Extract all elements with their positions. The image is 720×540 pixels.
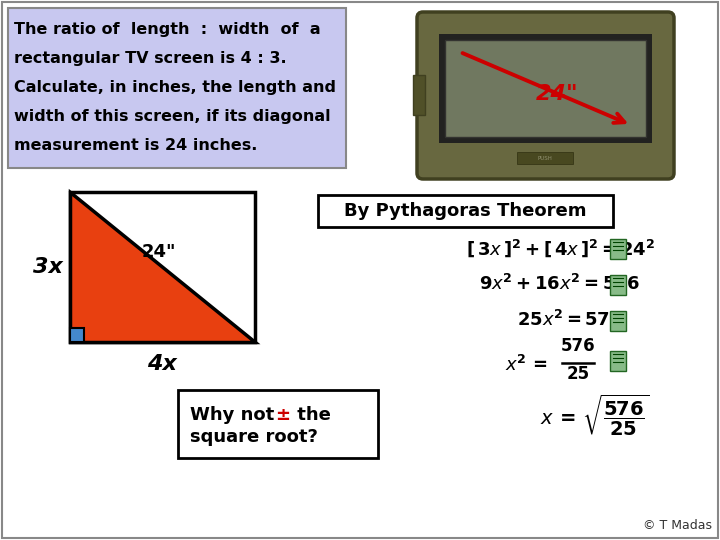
Text: © T Madas: © T Madas [643,519,712,532]
Text: 576: 576 [561,337,595,355]
Bar [445,40,646,137]
Bar [413,75,425,115]
Bar [70,192,255,342]
Text: ±: ± [275,406,290,424]
Text: 24": 24" [142,243,176,261]
Text: Why not: Why not [190,406,281,424]
Text: The ratio of  length  :  width  of  a: The ratio of length : width of a [14,22,320,37]
Bar [8,8,346,168]
Text: PUSH: PUSH [538,156,552,160]
Bar [610,311,626,331]
Text: 25: 25 [567,365,590,383]
Text: $\mathbf{[\,3\mathit{x}\,]^2+[\,4\mathit{x}\,]^2=24^2}$: $\mathbf{[\,3\mathit{x}\,]^2+[\,4\mathit… [466,237,654,259]
Text: rectangular TV screen is 4 : 3.: rectangular TV screen is 4 : 3. [14,51,287,66]
FancyBboxPatch shape [417,12,674,179]
Bar [610,275,626,295]
Text: $\mathbf{\mathit{x}^2\,=}$: $\mathbf{\mathit{x}^2\,=}$ [505,355,548,375]
Bar [178,390,378,458]
Bar [517,152,573,164]
Bar [610,351,626,371]
Text: $\mathbf{9\mathit{x}^2+16\mathit{x}^2=576}$: $\mathbf{9\mathit{x}^2+16\mathit{x}^2=57… [480,274,641,294]
Text: 24": 24" [536,84,579,104]
Text: the: the [291,406,331,424]
Text: square root?: square root? [190,428,318,446]
Bar [610,239,626,259]
Text: $\mathbf{\mathit{x}\,=\,\sqrt{\dfrac{576}{25}}}$: $\mathbf{\mathit{x}\,=\,\sqrt{\dfrac{576… [540,392,649,438]
Text: 4x: 4x [147,354,177,374]
Text: By Pythagoras Theorem: By Pythagoras Theorem [343,202,586,220]
Text: width of this screen, if its diagonal: width of this screen, if its diagonal [14,109,330,124]
Bar [70,328,84,342]
Text: Calculate, in inches, the length and: Calculate, in inches, the length and [14,80,336,95]
Polygon shape [70,192,255,342]
Bar [318,195,613,227]
Text: 3x: 3x [33,257,63,277]
Bar [439,34,652,143]
Text: $\mathbf{25\mathit{x}^2=576}$: $\mathbf{25\mathit{x}^2=576}$ [517,310,623,330]
Text: measurement is 24 inches.: measurement is 24 inches. [14,138,257,153]
